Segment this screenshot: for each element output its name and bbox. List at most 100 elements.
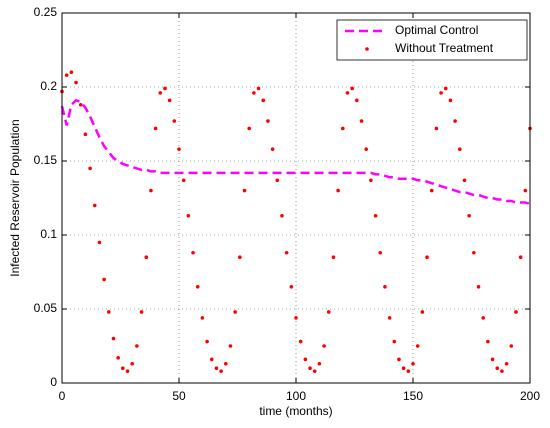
data-point [392,339,397,344]
y-tick-label: 0.05 [34,301,58,315]
data-point [205,339,209,344]
data-point [69,70,74,74]
x-tick-label: 150 [403,389,423,403]
data-point [336,188,340,193]
data-point [298,339,303,344]
data-point [191,250,195,255]
data-point [135,344,139,348]
data-point [88,166,92,171]
data-point [425,255,429,259]
data-point [355,98,359,103]
data-point [434,126,439,131]
data-point [509,344,514,348]
data-point [406,369,411,373]
data-point [341,126,345,131]
data-point [458,147,462,151]
data-point [242,188,247,193]
x-tick-label: 0 [59,389,66,403]
data-point [181,178,186,183]
data-point [228,344,233,348]
data-point [331,255,336,259]
data-point [172,119,177,123]
data-point [289,285,294,289]
data-point [97,240,102,245]
data-point [219,369,223,373]
data-point [280,213,284,218]
data-point [144,255,149,259]
data-point [266,119,270,123]
data-point [486,339,490,344]
data-point [369,178,373,183]
data-point [387,316,392,320]
legend-label: Optimal Control [395,23,478,37]
data-point [448,98,453,103]
data-point [322,344,326,348]
data-point [420,310,425,314]
data-point [92,203,97,208]
data-point [495,366,500,371]
y-tick-label: 0.25 [34,5,58,19]
data-point [149,188,153,193]
data-point [345,91,350,95]
data-point [74,80,78,85]
data-point [504,361,509,366]
data-point [107,310,111,314]
data-point [275,178,280,183]
data-point [83,132,88,137]
data-point [326,310,331,314]
data-point [116,356,120,360]
data-point [139,310,144,314]
data-point [252,91,256,95]
data-point [78,102,83,107]
data-point [467,213,471,218]
plot-area [60,70,532,373]
data-point [111,336,116,341]
data-point [195,285,200,289]
data-point [167,98,172,103]
data-point [121,366,125,371]
data-point [359,119,364,123]
data-point [518,255,523,259]
data-point [224,361,228,366]
data-point [378,250,383,255]
y-axis-label: Infected Reservoir Population [8,119,22,276]
data-point [373,213,378,218]
data-point [308,366,312,371]
data-line [60,98,531,206]
data-point [383,285,387,289]
data-point [443,86,448,91]
data-point [233,310,237,314]
data-point [490,357,495,362]
data-point [439,91,443,95]
data-point [397,357,401,362]
data-point [209,357,214,362]
legend-label: Without Treatment [395,41,494,55]
data-point [303,357,308,362]
data-point [284,250,289,255]
data-point [238,255,242,259]
data-point [411,361,415,366]
ticks: 0 50 100 150 200 0 0.05 0.1 0.15 0.2 0.25 [34,5,541,403]
data-point [364,147,369,151]
data-point [294,316,298,320]
data-point [429,188,434,193]
y-tick-label: 0.1 [40,227,57,241]
x-tick-label: 50 [172,389,186,403]
legend-box [336,19,528,61]
data-point [453,119,457,123]
legend-swatch [365,47,369,51]
data-point [481,316,486,320]
data-point [312,369,317,373]
x-axis-label: time (months) [259,404,332,418]
data-point [214,366,219,371]
data-point [186,213,191,218]
data-point [472,250,476,255]
data-point [523,188,528,193]
y-tick-label: 0.15 [34,153,58,167]
data-point [256,86,261,91]
x-tick-label: 100 [286,389,306,403]
data-point [177,147,181,151]
data-point [462,178,467,183]
